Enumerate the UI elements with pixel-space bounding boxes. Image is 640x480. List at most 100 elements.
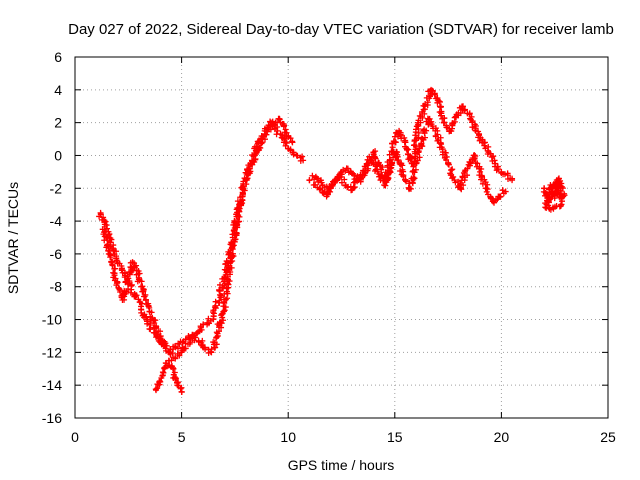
data-point: [109, 261, 116, 268]
y-tick-label: -14: [42, 377, 62, 393]
x-axis-label: GPS time / hours: [288, 457, 395, 473]
data-point: [389, 159, 396, 166]
data-point: [378, 172, 385, 179]
data-point: [431, 90, 438, 97]
data-point: [344, 165, 351, 172]
data-point: [365, 165, 372, 172]
data-point: [235, 206, 242, 213]
data-point: [329, 181, 336, 188]
data-point: [104, 234, 111, 241]
data-point: [451, 114, 458, 121]
data-point: [218, 292, 225, 299]
data-point: [416, 154, 423, 161]
data-point: [105, 247, 112, 254]
data-point: [212, 298, 219, 305]
y-tick-label: 2: [54, 115, 62, 131]
data-point: [409, 168, 416, 175]
data-point: [225, 248, 232, 255]
data-point: [462, 106, 469, 113]
data-point: [418, 141, 425, 148]
y-tick-label: -16: [42, 410, 62, 426]
data-point: [306, 177, 313, 184]
data-point: [283, 140, 290, 147]
axis-ticks: 0 5 10 15 20 25 -16 -14 -12 -10 -8 -6 -4 -2 0 2 4 6: [42, 49, 616, 445]
data-point: [489, 198, 496, 205]
data-point: [142, 296, 149, 303]
y-tick-label: -12: [42, 344, 62, 360]
data-point: [290, 151, 297, 158]
data-point: [276, 115, 283, 122]
data-point: [484, 186, 491, 193]
data-point: [216, 287, 223, 294]
data-point: [172, 355, 179, 362]
data-point: [545, 197, 552, 204]
data-point: [414, 157, 421, 164]
x-tick-label: 20: [494, 429, 510, 445]
data-point: [257, 144, 264, 151]
x-tick-label: 5: [178, 429, 186, 445]
data-point: [489, 195, 496, 202]
data-point: [289, 139, 296, 146]
data-point: [371, 168, 378, 175]
data-point: [223, 258, 230, 265]
data-point: [415, 117, 422, 124]
data-point: [437, 134, 444, 141]
data-point: [499, 187, 506, 194]
data-point: [174, 382, 181, 389]
data-point: [169, 350, 176, 357]
plot-frame: [74, 56, 609, 419]
data-point: [438, 110, 445, 117]
data-point: [385, 175, 392, 182]
data-point: [152, 317, 159, 324]
data-point: [547, 206, 554, 213]
data-point: [442, 149, 449, 156]
data-point: [217, 281, 223, 288]
y-tick-label: -2: [50, 180, 63, 196]
data-point: [299, 153, 306, 160]
data-point: [423, 127, 430, 134]
data-point: [497, 193, 504, 200]
data-point: [408, 154, 415, 161]
data-point: [312, 174, 319, 181]
data-point: [172, 375, 179, 382]
chart-title: Day 027 of 2022, Sidereal Day-to-day VTE…: [68, 21, 614, 38]
data-point: [351, 184, 358, 191]
x-tick-label: 10: [280, 429, 296, 445]
data-point: [101, 237, 108, 244]
y-tick-label: -10: [42, 312, 62, 328]
data-point: [151, 319, 158, 326]
data-point: [555, 176, 562, 183]
data-point: [439, 151, 446, 158]
data-point: [176, 341, 183, 348]
data-point: [222, 304, 229, 311]
data-point: [444, 124, 451, 131]
data-point: [509, 177, 516, 184]
data-point: [147, 326, 154, 333]
data-point: [220, 317, 227, 324]
series-2: [99, 118, 307, 362]
data-point: [403, 178, 410, 185]
data-point: [404, 146, 411, 153]
data-point: [407, 185, 414, 192]
y-tick-label: -4: [50, 213, 63, 229]
data-point: [171, 343, 178, 350]
data-point: [372, 148, 379, 155]
data-point: [450, 173, 457, 180]
x-tick-label: 0: [71, 429, 79, 445]
data-point: [201, 344, 208, 351]
data-point: [151, 325, 158, 332]
data-point: [181, 345, 188, 352]
series-3: [152, 357, 185, 396]
data-point: [410, 174, 417, 181]
data-point: [434, 137, 441, 144]
data-point: [124, 273, 131, 280]
data-point: [448, 166, 455, 173]
data-point: [457, 110, 464, 117]
data-point: [141, 293, 148, 300]
data-point: [395, 156, 402, 163]
data-point: [457, 181, 464, 188]
data-point: [221, 266, 228, 273]
data-point: [104, 225, 111, 232]
data-point: [168, 357, 175, 364]
data-point: [452, 179, 459, 186]
